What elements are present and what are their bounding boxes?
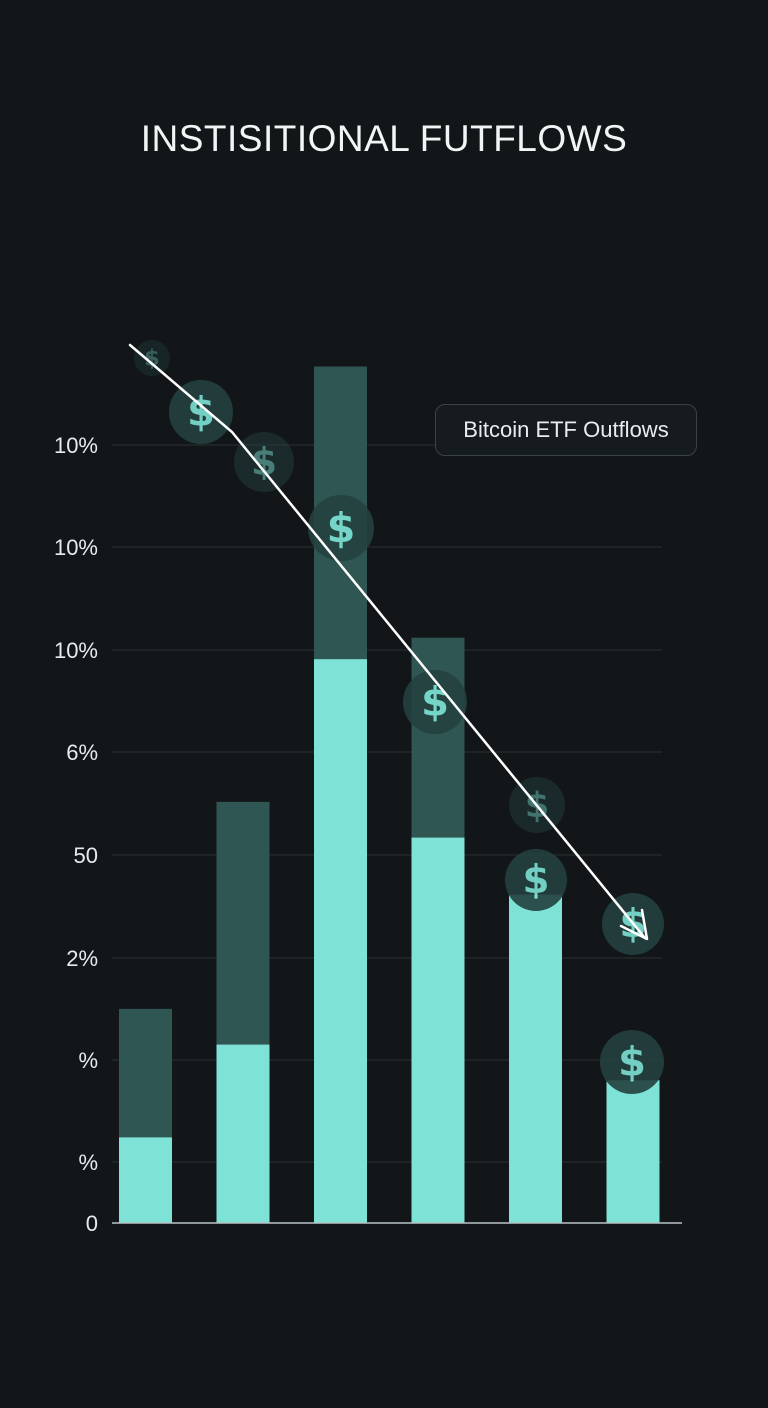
dollar-coin-icon: $ [308,495,374,561]
dollar-coin-icon: $ [600,1030,664,1094]
chart-title: INSTISITIONAL FUTFLOWS [140,118,628,159]
bar-segment-lower [314,659,367,1223]
bar-segment-upper [216,801,270,1045]
bar-segment-lower [216,1044,270,1223]
bar-segment-lower [119,1137,172,1223]
gridlines [112,444,662,1163]
legend: Bitcoin ETF Outflows [435,404,697,456]
dollar-coin-icon: $ [169,380,233,444]
y-tick-label: 10% [54,535,98,560]
y-tick-label: 0 [86,1211,98,1236]
dollar-coin-icon: $ [505,849,567,911]
bar-segment-upper [119,1008,172,1138]
svg-text:$: $ [144,346,160,372]
trend-line [128,343,647,940]
svg-text:$: $ [327,504,356,552]
arrowhead-icon [619,908,649,941]
dollar-coin-icon: $ [403,670,467,734]
y-tick-label: 6% [66,740,98,765]
dollar-coin-icon: $ [234,432,294,492]
legend-label: Bitcoin ETF Outflows [463,417,669,442]
y-axis-ticks: 10% 10% 10% 6% 50 2%%% 0 [54,433,98,1236]
bar-segment-upper [411,637,465,838]
dollar-coin-icon: $ [134,340,170,376]
svg-text:$: $ [618,1039,646,1085]
bars [119,366,660,1223]
trend-arrow [128,343,649,941]
bar-segment-lower [411,837,465,1223]
svg-text:$: $ [523,858,550,903]
svg-text:$: $ [421,679,449,725]
y-tick-label: 2% [66,946,98,971]
y-tick-label: 10% [54,638,98,663]
y-tick-label: % [78,1048,98,1073]
bar-segment-lower [606,1080,660,1223]
bar-segment-lower [509,894,562,1223]
y-tick-label: 10% [54,433,98,458]
y-tick-label: 50 [74,843,98,868]
y-tick-label: % [78,1150,98,1175]
